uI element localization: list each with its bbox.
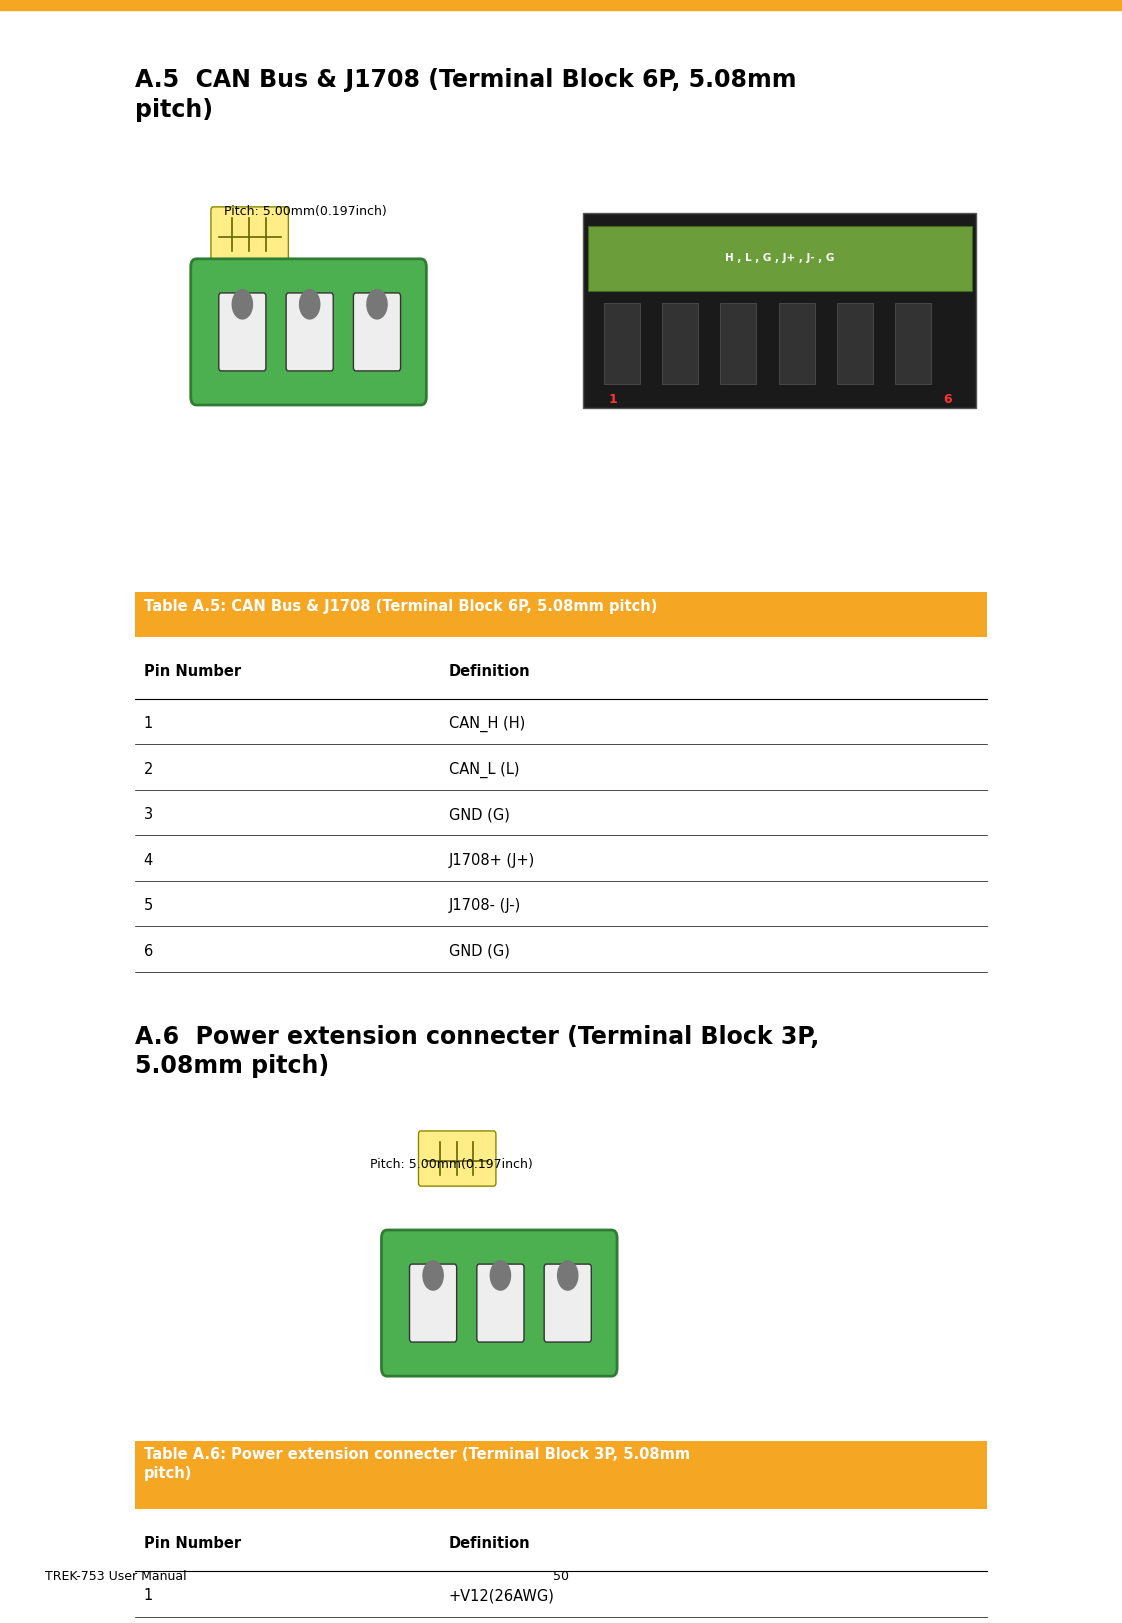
FancyBboxPatch shape — [219, 294, 266, 372]
Text: Table A.5: CAN Bus & J1708 (Terminal Block 6P, 5.08mm pitch): Table A.5: CAN Bus & J1708 (Terminal Blo… — [144, 599, 657, 613]
Text: Definition: Definition — [449, 1535, 531, 1550]
Text: A.6  Power extension connecter (Terminal Block 3P,
5.08mm pitch): A.6 Power extension connecter (Terminal … — [135, 1024, 819, 1078]
Bar — [720, 304, 756, 385]
Text: Pin Number: Pin Number — [144, 664, 241, 678]
Circle shape — [423, 1261, 443, 1290]
Text: +V12(26AWG): +V12(26AWG) — [449, 1587, 554, 1602]
FancyBboxPatch shape — [410, 1264, 457, 1342]
Bar — [779, 304, 815, 385]
Circle shape — [300, 291, 320, 320]
FancyBboxPatch shape — [381, 1230, 617, 1376]
Text: A.5  CAN Bus & J1708 (Terminal Block 6P, 5.08mm
pitch): A.5 CAN Bus & J1708 (Terminal Block 6P, … — [135, 68, 797, 122]
Bar — [583, 214, 976, 409]
Circle shape — [367, 291, 387, 320]
Bar — [837, 304, 873, 385]
Text: Pitch: 5.00mm(0.197inch): Pitch: 5.00mm(0.197inch) — [370, 1157, 533, 1170]
Bar — [604, 304, 640, 385]
Bar — [895, 304, 931, 385]
Text: CAN_H (H): CAN_H (H) — [449, 716, 525, 732]
Text: 6: 6 — [942, 393, 951, 406]
Text: 1: 1 — [608, 393, 617, 406]
Text: Table A.6: Power extension connecter (Terminal Block 3P, 5.08mm
pitch): Table A.6: Power extension connecter (Te… — [144, 1446, 690, 1480]
Text: Pin Number: Pin Number — [144, 1535, 241, 1550]
Bar — [135, 592, 987, 638]
Bar — [135, 1441, 987, 1509]
FancyBboxPatch shape — [211, 208, 288, 263]
Text: Pitch: 5.00mm(0.197inch): Pitch: 5.00mm(0.197inch) — [224, 204, 387, 217]
Text: Definition: Definition — [449, 664, 531, 678]
Text: CAN_L (L): CAN_L (L) — [449, 761, 519, 777]
Text: TREK-753 User Manual: TREK-753 User Manual — [45, 1569, 186, 1582]
Text: H , L , G , J+ , J- , G: H , L , G , J+ , J- , G — [725, 253, 835, 263]
Text: 1: 1 — [144, 1587, 153, 1602]
FancyBboxPatch shape — [353, 294, 401, 372]
Text: 4: 4 — [144, 852, 153, 867]
Text: GND (G): GND (G) — [449, 807, 509, 821]
Bar — [588, 227, 972, 292]
Text: 6: 6 — [144, 943, 153, 958]
Text: 50: 50 — [553, 1569, 569, 1582]
Text: 1: 1 — [144, 716, 153, 730]
FancyBboxPatch shape — [191, 260, 426, 406]
Bar — [0, 0, 1122, 11]
Circle shape — [490, 1261, 511, 1290]
Text: 3: 3 — [144, 807, 153, 821]
Text: 5: 5 — [144, 898, 153, 912]
FancyBboxPatch shape — [419, 1131, 496, 1186]
FancyBboxPatch shape — [286, 294, 333, 372]
FancyBboxPatch shape — [477, 1264, 524, 1342]
Text: 2: 2 — [144, 761, 153, 776]
Text: GND (G): GND (G) — [449, 943, 509, 958]
Circle shape — [232, 291, 252, 320]
FancyBboxPatch shape — [544, 1264, 591, 1342]
Text: J1708- (J-): J1708- (J-) — [449, 898, 521, 912]
Circle shape — [558, 1261, 578, 1290]
Text: J1708+ (J+): J1708+ (J+) — [449, 852, 535, 867]
Bar — [662, 304, 698, 385]
